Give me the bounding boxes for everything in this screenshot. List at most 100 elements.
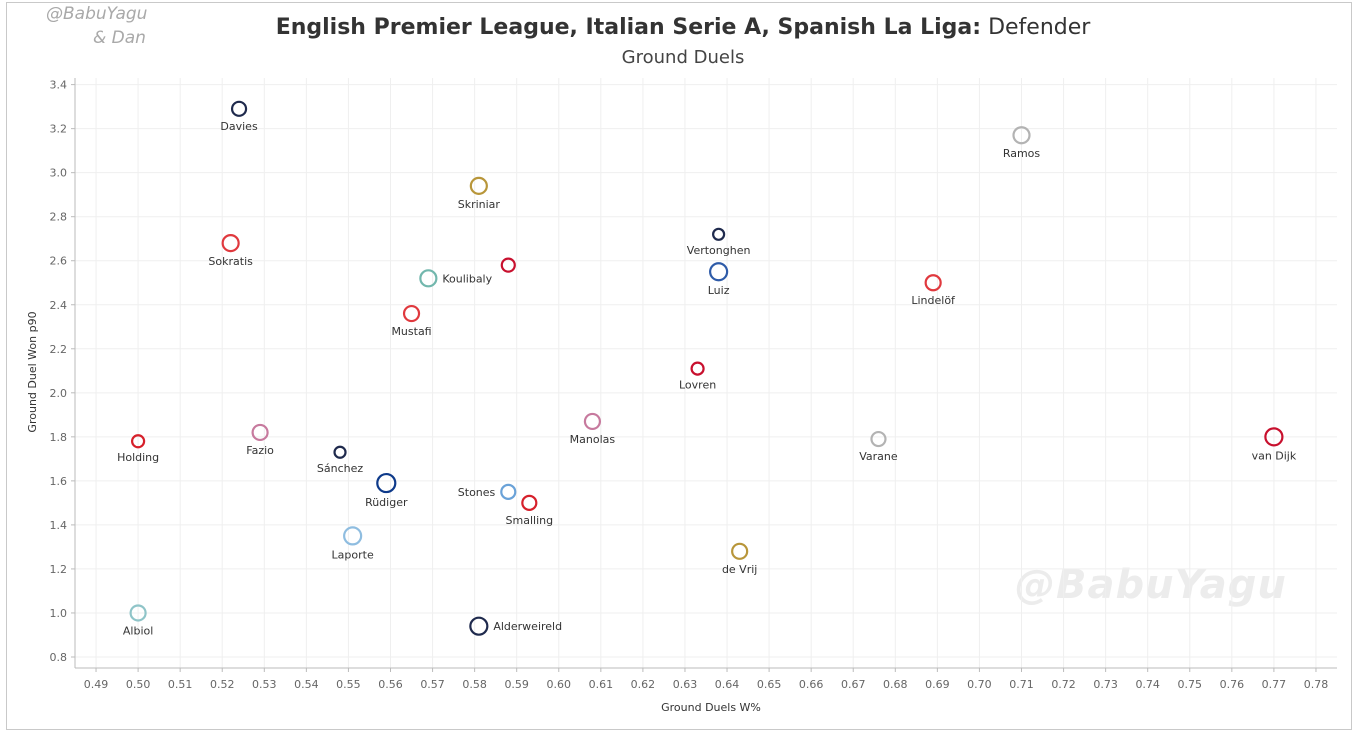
data-point[interactable] bbox=[924, 274, 942, 292]
grid-lines bbox=[75, 78, 1337, 668]
x-tick-label: 0.60 bbox=[547, 678, 572, 691]
y-tick-label: 2.4 bbox=[50, 299, 68, 312]
y-axis-label: Ground Duel Won p90 bbox=[26, 311, 39, 432]
data-point[interactable] bbox=[419, 269, 438, 288]
point-label: Sánchez bbox=[317, 462, 363, 475]
point-label: Holding bbox=[117, 451, 159, 464]
x-tick-label: 0.70 bbox=[967, 678, 992, 691]
point-label: Sokratis bbox=[208, 255, 253, 268]
chart-title: English Premier League, Italian Serie A,… bbox=[0, 15, 1366, 40]
x-tick-label: 0.64 bbox=[715, 678, 740, 691]
y-tick-label: 2.6 bbox=[50, 255, 68, 268]
x-tick-label: 0.56 bbox=[378, 678, 403, 691]
y-tick-label: 1.6 bbox=[50, 475, 68, 488]
x-tick-label: 0.63 bbox=[673, 678, 698, 691]
data-point[interactable] bbox=[500, 483, 517, 500]
data-point[interactable] bbox=[1012, 126, 1031, 145]
y-tick-label: 1.0 bbox=[50, 607, 68, 620]
point-label: Varane bbox=[859, 450, 898, 463]
x-tick-label: 0.72 bbox=[1051, 678, 1076, 691]
data-points: Davies Ramos Skriniar Vertonghen Sokratis Lui… bbox=[117, 100, 1297, 637]
data-point[interactable] bbox=[343, 526, 363, 546]
data-point[interactable] bbox=[333, 445, 347, 459]
x-tick-label: 0.73 bbox=[1093, 678, 1118, 691]
data-point[interactable] bbox=[1264, 427, 1284, 447]
y-tick-label: 3.2 bbox=[50, 123, 68, 136]
x-axis-label: Ground Duels W% bbox=[661, 701, 761, 714]
data-point[interactable] bbox=[131, 434, 146, 449]
x-tick-label: 0.66 bbox=[799, 678, 824, 691]
x-tick-label: 0.59 bbox=[504, 678, 529, 691]
x-tick-label: 0.50 bbox=[126, 678, 151, 691]
point-label: van Dijk bbox=[1252, 449, 1297, 462]
point-label: Albiol bbox=[123, 624, 153, 637]
x-tick-label: 0.55 bbox=[336, 678, 361, 691]
x-tick-label: 0.68 bbox=[883, 678, 908, 691]
data-point[interactable] bbox=[709, 262, 729, 282]
point-label: Davies bbox=[220, 120, 258, 133]
data-point[interactable] bbox=[521, 494, 538, 511]
point-label: Vertonghen bbox=[687, 244, 751, 257]
x-tick-label: 0.54 bbox=[294, 678, 319, 691]
point-label: Ramos bbox=[1003, 147, 1041, 160]
data-point[interactable] bbox=[731, 542, 749, 560]
point-label: Stones bbox=[458, 486, 496, 499]
x-tick-label: 0.67 bbox=[841, 678, 866, 691]
x-tick-label: 0.49 bbox=[84, 678, 109, 691]
y-tick-label: 1.4 bbox=[50, 519, 68, 532]
data-point[interactable] bbox=[251, 423, 269, 442]
x-tick-label: 0.78 bbox=[1304, 678, 1329, 691]
point-label: Lindelöf bbox=[911, 294, 956, 307]
y-tick-label: 2.2 bbox=[50, 343, 68, 356]
y-tick-label: 2.8 bbox=[50, 211, 68, 224]
axes: 0.49 0.50 0.51 0.52 0.53 0.54 0.55 0.56 0.57 0.58… bbox=[50, 78, 1337, 691]
point-label: Mustafi bbox=[391, 325, 431, 338]
x-tick-label: 0.76 bbox=[1220, 678, 1245, 691]
y-tick-label: 0.8 bbox=[50, 651, 68, 664]
data-point[interactable] bbox=[221, 234, 240, 253]
y-tick-label: 3.4 bbox=[50, 79, 68, 92]
data-point[interactable] bbox=[583, 412, 602, 431]
y-tick-label: 3.0 bbox=[50, 167, 68, 180]
x-tick-label: 0.69 bbox=[925, 678, 950, 691]
data-point[interactable] bbox=[500, 257, 516, 273]
data-point[interactable] bbox=[712, 227, 726, 241]
chart-subtitle: Ground Duels bbox=[621, 47, 745, 68]
x-tick-label: 0.61 bbox=[589, 678, 614, 691]
point-label: Rüdiger bbox=[365, 496, 408, 509]
data-point[interactable] bbox=[129, 604, 147, 622]
data-point[interactable] bbox=[469, 176, 488, 195]
chart-title-rest: Defender bbox=[988, 15, 1091, 40]
point-label: Luiz bbox=[708, 284, 730, 297]
y-tick-label: 2.0 bbox=[50, 387, 68, 400]
point-label: Laporte bbox=[332, 548, 374, 561]
chart-frame bbox=[6, 2, 1352, 730]
data-point[interactable] bbox=[469, 616, 489, 636]
data-point[interactable] bbox=[690, 361, 705, 376]
point-label: Koulibaly bbox=[442, 272, 492, 285]
x-tick-label: 0.62 bbox=[631, 678, 656, 691]
x-tick-label: 0.75 bbox=[1178, 678, 1203, 691]
point-label: Smalling bbox=[506, 514, 554, 527]
data-point[interactable] bbox=[230, 100, 248, 117]
data-point[interactable] bbox=[376, 472, 397, 494]
x-tick-label: 0.51 bbox=[168, 678, 193, 691]
x-tick-label: 0.74 bbox=[1135, 678, 1160, 691]
point-label: Skriniar bbox=[458, 198, 501, 211]
x-tick-label: 0.52 bbox=[210, 678, 235, 691]
credit-line-1: @BabuYagu bbox=[46, 4, 148, 24]
point-label: Lovren bbox=[679, 379, 716, 392]
chart-title-bold: English Premier League, Italian Serie A,… bbox=[275, 15, 982, 40]
point-label: Fazio bbox=[246, 444, 274, 457]
x-tick-label: 0.65 bbox=[757, 678, 782, 691]
point-label: Manolas bbox=[570, 433, 616, 446]
point-label: de Vrij bbox=[722, 563, 757, 576]
data-point[interactable] bbox=[870, 430, 887, 448]
x-tick-label: 0.53 bbox=[252, 678, 277, 691]
data-point[interactable] bbox=[402, 304, 421, 323]
x-tick-label: 0.77 bbox=[1262, 678, 1287, 691]
watermark: @BabuYagu bbox=[1015, 562, 1287, 608]
y-tick-label: 1.2 bbox=[50, 563, 68, 576]
y-tick-label: 1.8 bbox=[50, 431, 68, 444]
